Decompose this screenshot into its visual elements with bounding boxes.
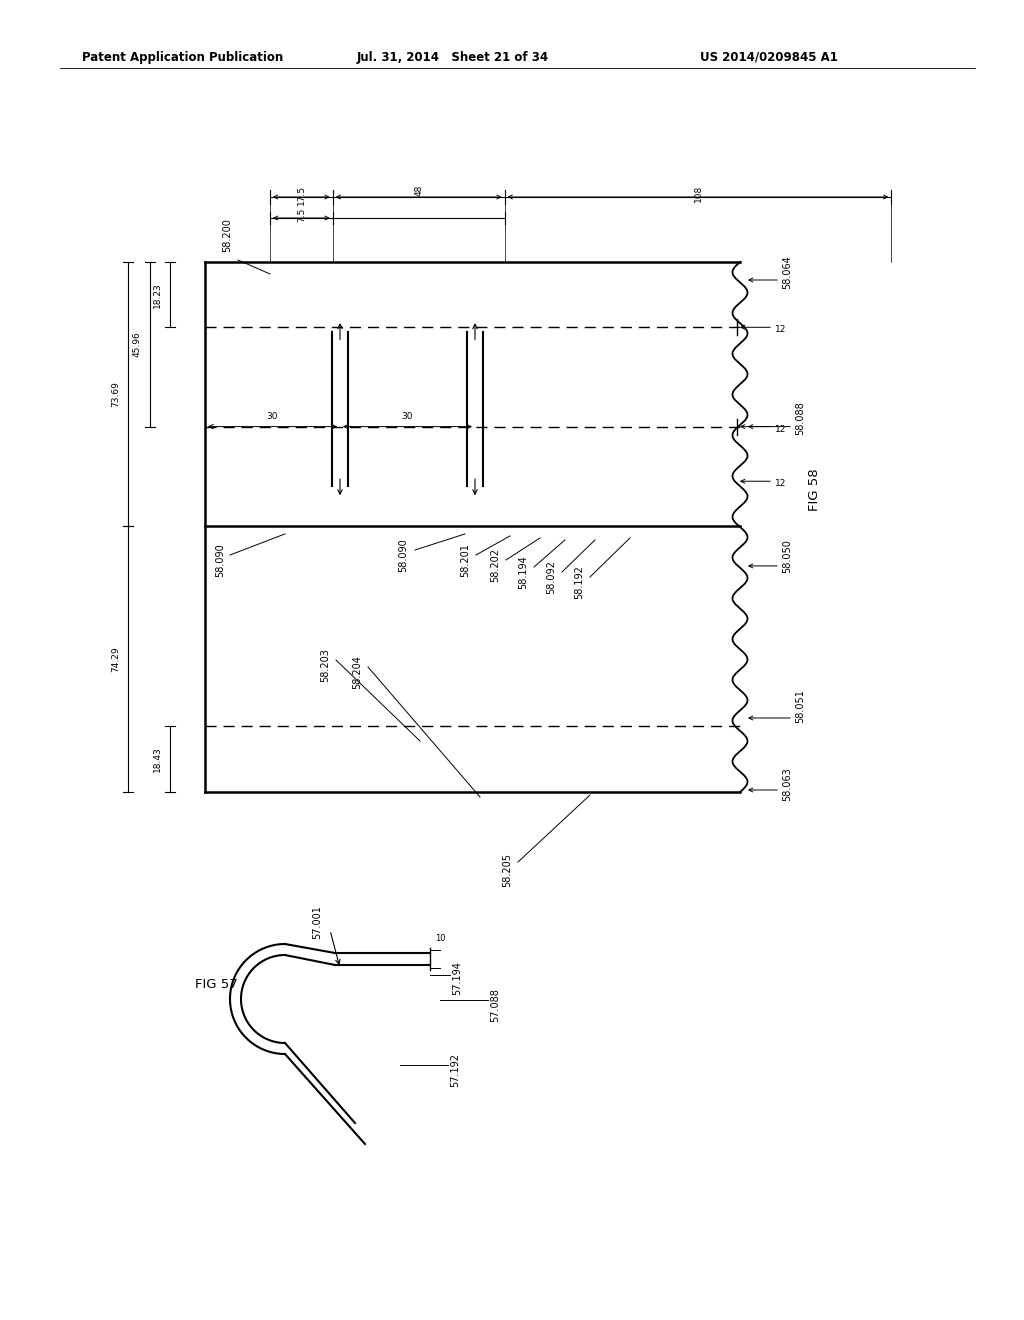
Text: 57.192: 57.192 <box>450 1053 460 1086</box>
Text: 58.064: 58.064 <box>782 255 792 289</box>
Text: 58.090: 58.090 <box>215 543 225 577</box>
Text: 17.5: 17.5 <box>297 185 306 205</box>
Text: 48: 48 <box>414 185 423 197</box>
Text: 7.5: 7.5 <box>297 209 306 222</box>
Text: FIG 57: FIG 57 <box>195 978 238 991</box>
Text: 58.051: 58.051 <box>795 689 805 723</box>
Text: 108: 108 <box>693 185 702 202</box>
Text: 58.063: 58.063 <box>782 767 792 801</box>
Text: 74.29: 74.29 <box>111 647 120 672</box>
Text: 58.088: 58.088 <box>795 401 805 436</box>
Text: 58.192: 58.192 <box>574 565 584 599</box>
Text: US 2014/0209845 A1: US 2014/0209845 A1 <box>700 50 838 63</box>
Text: Jul. 31, 2014   Sheet 21 of 34: Jul. 31, 2014 Sheet 21 of 34 <box>357 50 549 63</box>
Text: 58.050: 58.050 <box>782 539 792 573</box>
Text: 45.96: 45.96 <box>133 331 142 358</box>
Text: 58.205: 58.205 <box>502 853 512 887</box>
Text: 58.200: 58.200 <box>222 218 232 252</box>
Text: 12: 12 <box>775 479 786 488</box>
Text: 30: 30 <box>266 412 279 421</box>
Text: 57.001: 57.001 <box>312 906 322 939</box>
Text: 30: 30 <box>401 412 414 421</box>
Text: 57.088: 57.088 <box>490 989 500 1022</box>
Text: 58.204: 58.204 <box>352 655 362 689</box>
Text: Patent Application Publication: Patent Application Publication <box>82 50 284 63</box>
Text: 58.092: 58.092 <box>546 560 556 594</box>
Text: 10: 10 <box>435 935 445 942</box>
Text: 57.194: 57.194 <box>452 961 462 995</box>
Text: 18.43: 18.43 <box>153 746 162 772</box>
Text: 58.194: 58.194 <box>518 556 528 589</box>
Text: 18.23: 18.23 <box>153 281 162 308</box>
Text: 58.201: 58.201 <box>460 543 470 577</box>
Text: 12: 12 <box>775 325 786 334</box>
Text: 12: 12 <box>775 425 786 433</box>
Text: 73.69: 73.69 <box>111 381 120 407</box>
Text: 58.202: 58.202 <box>490 548 500 582</box>
Text: 58.090: 58.090 <box>398 539 408 572</box>
Text: FIG 58: FIG 58 <box>808 469 821 511</box>
Text: 58.203: 58.203 <box>319 648 330 682</box>
